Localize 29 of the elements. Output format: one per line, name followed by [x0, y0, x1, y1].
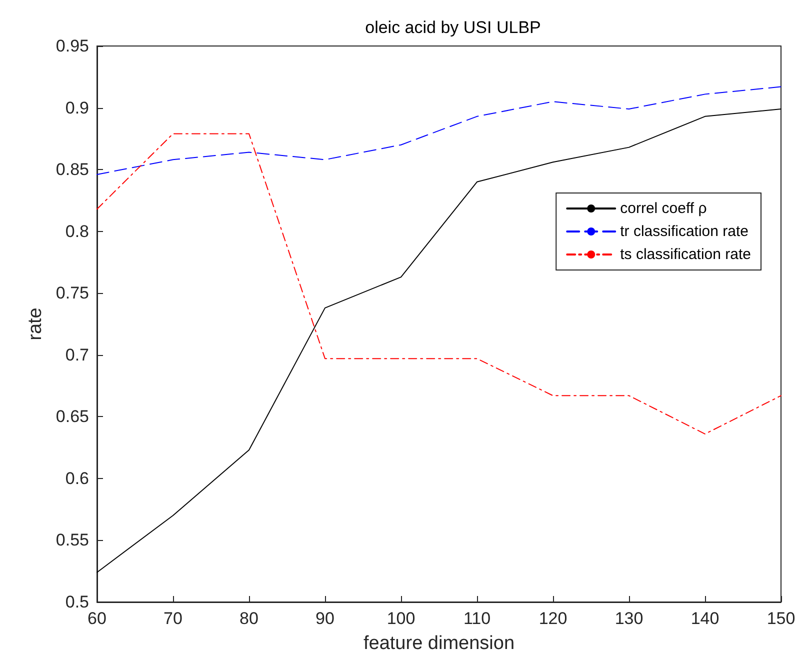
x-tick-label: 150 — [766, 609, 796, 628]
line-series — [96, 108, 782, 573]
y-tick-label: 0.8 — [65, 222, 89, 241]
y-axis-title: rate — [25, 308, 46, 340]
line-series — [96, 133, 782, 434]
x-tick-label: 110 — [463, 609, 491, 628]
x-tick-label: 90 — [316, 609, 334, 628]
y-tick-label: 0.65 — [56, 407, 89, 426]
x-tick-label: 120 — [538, 609, 568, 628]
y-tick-label: 0.6 — [65, 468, 89, 488]
x-tick-label: 100 — [386, 609, 416, 628]
legend-label: ts classification rate — [620, 246, 752, 263]
y-tick-label: 0.85 — [56, 160, 89, 180]
x-tick-label: 80 — [240, 609, 258, 628]
line-series — [96, 86, 782, 175]
y-tick-label: 0.75 — [56, 284, 89, 303]
chart-title: oleic acid by USI ULBP — [365, 18, 541, 37]
y-tick-label: 0.9 — [65, 98, 89, 118]
x-axis-title: feature dimension — [363, 633, 515, 654]
x-tick-label: 60 — [88, 609, 106, 628]
y-tick-label: 0.5 — [65, 592, 89, 612]
y-tick-label: 0.55 — [56, 530, 89, 550]
y-tick-label: 0.7 — [65, 345, 89, 364]
x-tick-label: 130 — [614, 609, 644, 628]
x-tick-label: 140 — [690, 609, 720, 628]
x-tick-label: 70 — [164, 609, 182, 628]
y-tick-label: 0.95 — [56, 36, 89, 56]
legend-label: tr classification rate — [620, 223, 749, 240]
legend-label: correl coeff ρ — [620, 200, 707, 217]
